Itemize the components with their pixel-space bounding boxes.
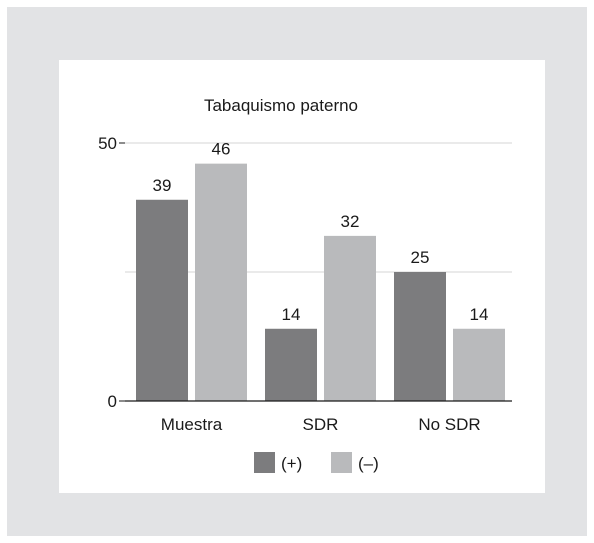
bars [136,163,505,401]
data-label: 32 [341,212,360,231]
gridlines [125,142,512,273]
bar [394,272,446,401]
axes: 0 50 Muestra SDR No SDR [98,134,512,434]
data-label: 25 [411,248,430,267]
legend: (+) (–) [254,452,379,473]
data-label: 46 [212,140,231,159]
bar [324,235,376,401]
bar [453,328,505,401]
data-label: 14 [282,305,301,324]
x-tick-label: SDR [303,415,339,434]
data-label: 39 [153,176,172,195]
y-tick-label: 50 [98,134,117,153]
data-label: 14 [470,305,489,324]
legend-label: (–) [358,454,379,473]
legend-swatch [254,452,275,473]
bar [136,199,188,401]
bar [265,328,317,401]
x-tick-label: Muestra [161,415,223,434]
legend-label: (+) [281,454,302,473]
bar [195,163,247,401]
legend-swatch [331,452,352,473]
value-labels: 39 46 14 32 25 14 [153,140,489,324]
y-tick-label: 0 [108,392,117,411]
chart-title: Tabaquismo paterno [204,96,358,115]
x-tick-label: No SDR [418,415,480,434]
